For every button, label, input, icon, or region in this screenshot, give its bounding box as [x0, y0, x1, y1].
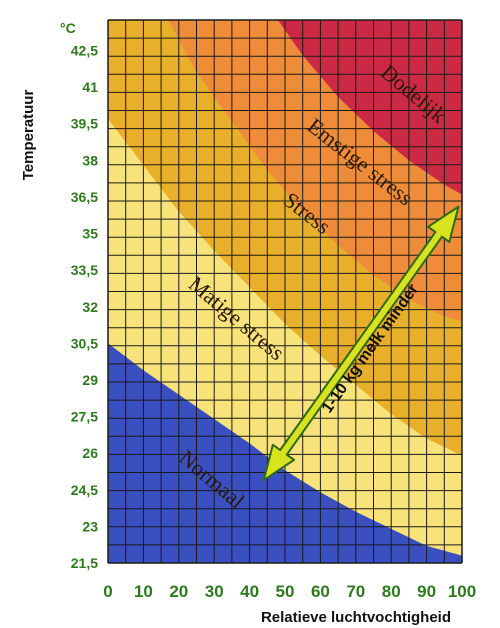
y-axis-label: Temperatuur [20, 90, 37, 181]
y-tick-label: 30,5 [71, 335, 98, 351]
y-tick-label: 29 [82, 372, 98, 388]
x-tick-label: 60 [311, 582, 330, 601]
grid [107, 19, 463, 564]
y-tick-label: 23 [82, 518, 98, 534]
x-tick-labels: 0 10 20 30 40 50 60 70 80 90 100 [103, 582, 476, 601]
y-tick-label: 33,5 [71, 262, 98, 278]
y-tick-label: 26 [82, 445, 98, 461]
y-tick-label: 42,5 [71, 43, 98, 59]
x-tick-label: 50 [276, 582, 295, 601]
x-tick-label: 70 [346, 582, 365, 601]
x-tick-label: 90 [417, 582, 436, 601]
y-unit-label: °C [60, 20, 76, 36]
x-tick-label: 0 [103, 582, 112, 601]
y-tick-label: 27,5 [71, 409, 98, 425]
y-tick-label: 35 [82, 226, 98, 242]
y-tick-label: 41 [82, 79, 98, 95]
x-tick-label: 30 [205, 582, 224, 601]
arrow-body [262, 205, 460, 482]
x-tick-label: 10 [134, 582, 153, 601]
y-tick-label: 24,5 [71, 482, 98, 498]
y-tick-labels: 21,5 23 24,5 26 27,5 29 30,5 32 33,5 35 36,5 38 39,5… [71, 43, 98, 571]
y-tick-label: 36,5 [71, 189, 98, 205]
y-tick-label: 39,5 [71, 116, 98, 132]
x-axis-label: Relatieve luchtvochtigheid [261, 609, 451, 626]
x-tick-label: 40 [240, 582, 259, 601]
y-tick-label: 32 [82, 299, 98, 315]
arrow-shape [262, 205, 460, 482]
y-tick-label: 21,5 [71, 555, 98, 571]
x-tick-label: 80 [382, 582, 401, 601]
x-tick-label: 100 [448, 582, 476, 601]
y-tick-label: 38 [82, 152, 98, 168]
x-tick-label: 20 [169, 582, 188, 601]
